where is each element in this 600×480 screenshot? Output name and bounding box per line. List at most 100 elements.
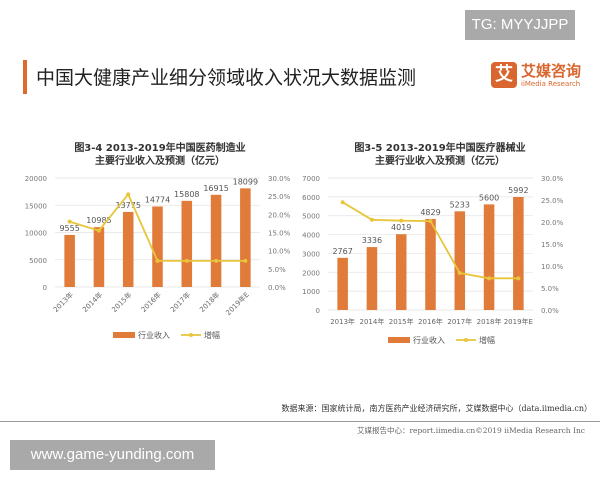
bar — [122, 211, 134, 287]
bar — [395, 234, 407, 310]
y-left-tick-label: 6000 — [302, 194, 320, 202]
legend-swatch-revenue — [388, 337, 410, 343]
bar-value-label: 10985 — [86, 216, 111, 225]
y-right-tick-label: 10.0% — [268, 248, 291, 256]
data-source: 数据来源：国家统计局，南方医药产业经济研究所，艾媒数据中心（data.iimed… — [281, 404, 592, 413]
x-tick-label: 2016年 — [418, 317, 443, 326]
bar — [425, 218, 436, 310]
x-tick-label: 2014年 — [360, 317, 385, 326]
y-left-tick-label: 15000 — [25, 202, 47, 210]
bar-value-label: 5600 — [479, 193, 499, 202]
bar — [483, 204, 495, 310]
legend-label-growth: 增幅 — [479, 335, 495, 345]
x-tick-label: 2019年E — [224, 290, 251, 317]
y-right-tick-label: 25.0% — [541, 197, 564, 205]
x-tick-label: 2019年E — [504, 317, 533, 326]
bar — [64, 234, 75, 287]
bar-value-label: 5992 — [508, 186, 528, 195]
watermark-bottom: www.game-yunding.com — [10, 440, 215, 470]
logo-text-cn: 艾媒咨询 — [521, 62, 582, 80]
bar — [366, 247, 378, 310]
y-left-tick-label: 7000 — [302, 175, 320, 183]
y-right-tick-label: 30.0% — [268, 175, 291, 183]
chart2: 0 1000 2000 3000 4000 5000 6000 7000 0.0% 5.0% 10.… — [302, 175, 564, 345]
growth-point — [369, 217, 374, 222]
growth-point — [126, 192, 131, 197]
chart1-title: 图3-4 2013-2019年中国医药制造业 主要行业收入及预测（亿元） — [40, 142, 280, 168]
y-left-tick-label: 0 — [43, 284, 47, 292]
legend-label-growth: 增幅 — [204, 330, 220, 340]
bar — [513, 197, 524, 310]
growth-point — [399, 218, 404, 223]
y-left-tick-label: 3000 — [302, 250, 320, 258]
growth-point — [516, 276, 521, 281]
x-tick-label: 2015年 — [389, 317, 414, 326]
y-left-tick-label: 5000 — [302, 213, 320, 221]
bar — [210, 194, 222, 287]
chart1-title-line2: 主要行业收入及预测（亿元） — [95, 156, 225, 167]
chart1: 0 5000 10000 15000 20000 0.0% 5.0% 10.0% 15.0% 20… — [25, 175, 291, 340]
bar — [240, 188, 251, 287]
growth-point — [96, 228, 101, 233]
growth-point — [155, 258, 160, 263]
y-right-tick-label: 0.0% — [541, 307, 559, 315]
y-right-tick-label: 20.0% — [268, 211, 291, 219]
growth-point — [67, 219, 72, 224]
y-left-tick-label: 1000 — [302, 288, 320, 296]
chart2-title-line1: 图3-5 2013-2019年中国医疗器械业 — [354, 143, 526, 154]
bar-value-label: 9555 — [59, 224, 79, 233]
y-right-tick-label: 5.0% — [541, 285, 559, 293]
legend-label-revenue: 行业收入 — [413, 335, 445, 345]
chart2-title-line2: 主要行业收入及预测（亿元） — [375, 156, 505, 167]
y-right-tick-label: 15.0% — [268, 230, 291, 238]
bar — [181, 200, 193, 287]
x-tick-label: 2017年 — [447, 317, 472, 326]
x-tick-label: 2016年 — [139, 290, 163, 314]
x-tick-label: 2014年 — [80, 290, 104, 314]
page-title: 中国大健康产业细分领域收入状况大数据监测 — [36, 67, 417, 89]
chart2-title: 图3-5 2013-2019年中国医疗器械业 主要行业收入及预测（亿元） — [320, 142, 560, 168]
y-left-tick-label: 2000 — [302, 269, 320, 277]
bar-value-label: 5233 — [450, 200, 470, 209]
bar-value-label: 3336 — [362, 236, 382, 245]
growth-point — [184, 258, 189, 263]
bar — [454, 211, 466, 310]
bar-value-label: 13775 — [115, 201, 140, 210]
footer-credit: 艾媒报告中心：report.iimedia.cn©2019 iiMedia Re… — [356, 426, 585, 435]
bar — [93, 227, 105, 287]
growth-point — [457, 271, 462, 276]
logo-text-en: iiMedia Research — [521, 80, 581, 88]
growth-point — [340, 200, 345, 205]
y-right-tick-label: 10.0% — [541, 263, 564, 271]
bar-value-label: 15808 — [174, 190, 199, 199]
x-tick-label: 2017年 — [168, 290, 192, 314]
growth-point — [214, 258, 219, 263]
y-right-tick-label: 20.0% — [541, 219, 564, 227]
y-left-tick-label: 20000 — [25, 175, 47, 183]
x-tick-label: 2013年 — [330, 317, 355, 326]
growth-point — [428, 219, 433, 224]
legend-swatch-revenue — [113, 332, 135, 338]
bar-value-label: 4019 — [391, 223, 411, 232]
y-left-tick-label: 5000 — [29, 257, 47, 265]
title-accent-bar — [23, 60, 27, 94]
x-tick-label: 2018年 — [198, 290, 222, 314]
x-tick-label: 2013年 — [51, 290, 75, 314]
bar — [152, 206, 163, 287]
y-left-tick-label: 0 — [316, 307, 320, 315]
bar — [337, 257, 348, 310]
bar-value-label: 2767 — [332, 247, 352, 256]
watermark-top: TG: MYYJJPP — [465, 10, 575, 40]
y-right-tick-label: 25.0% — [268, 193, 291, 201]
chart1-title-line1: 图3-4 2013-2019年中国医药制造业 — [74, 143, 246, 154]
bar-value-label: 4829 — [420, 208, 440, 217]
y-right-tick-label: 15.0% — [541, 241, 564, 249]
growth-point — [487, 276, 492, 281]
bar-value-label: 16915 — [203, 184, 228, 193]
logo-icon: 艾 — [491, 62, 517, 88]
y-right-tick-label: 30.0% — [541, 175, 564, 183]
bar-value-label: 18099 — [233, 177, 258, 186]
y-left-tick-label: 4000 — [302, 232, 320, 240]
y-right-tick-label: 0.0% — [268, 284, 286, 292]
